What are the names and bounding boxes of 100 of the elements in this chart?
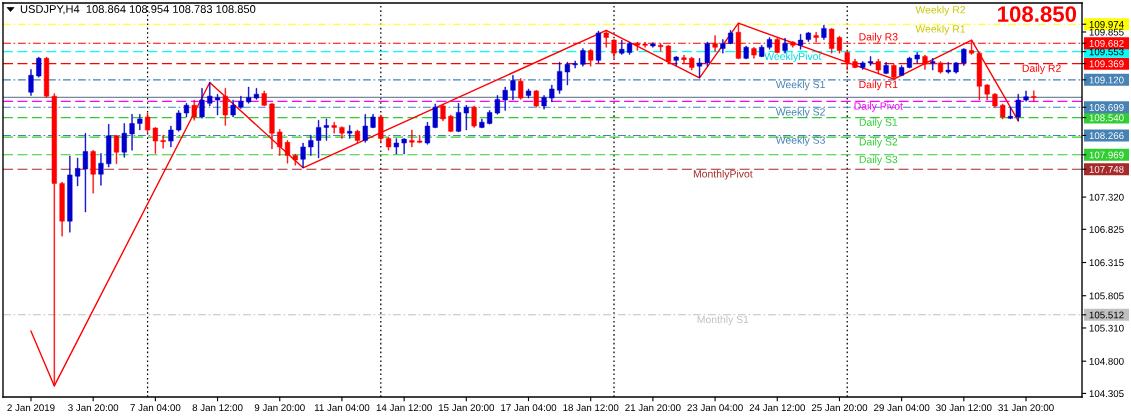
annotation: Daily R1 [859, 80, 898, 91]
candlestick [479, 118, 485, 129]
candlestick [541, 95, 547, 110]
candlestick [113, 134, 120, 165]
candlestick [199, 88, 205, 119]
candlestick [572, 60, 578, 69]
candlestick [860, 61, 866, 70]
candlestick [129, 114, 135, 151]
annotation: Weekly R2 [915, 5, 966, 16]
x-tick-label: 14 Jan 12:00 [376, 404, 432, 412]
y-tick-label: 109.855 [1089, 28, 1124, 36]
ref-line-label: Daily S3 [859, 155, 898, 166]
y-tick-label: 108.540 [1089, 114, 1124, 122]
ref-line-label: Daily Pivot [854, 102, 903, 112]
x-tick-label: 25 Jan 20:00 [811, 404, 868, 412]
candlestick [432, 103, 438, 129]
candlestick [191, 99, 197, 121]
candlestick [106, 123, 112, 168]
candlestick [984, 84, 990, 101]
candlestick [471, 105, 477, 128]
x-tick-label: 9 Jan 20:00 [254, 404, 305, 412]
ref-line-label: Weekly S2 [775, 107, 825, 118]
candlestick [867, 56, 874, 66]
x-tick-label: 3 Jan 20:00 [68, 404, 119, 412]
candlestick [1031, 90, 1037, 103]
candlestick [821, 24, 827, 40]
candlestick [67, 155, 73, 233]
y-tick-label: 109.120 [1089, 76, 1124, 84]
candlestick [945, 62, 951, 74]
y-tick-label: 104.305 [1089, 390, 1124, 398]
x-tick-label: 15 Jan 20:00 [438, 404, 495, 412]
candlestick [440, 103, 446, 122]
y-tick-label: 108.266 [1089, 132, 1124, 140]
ref-line-label: Weekly S3 [775, 136, 825, 146]
candlestick [98, 153, 104, 186]
x-tick-label: 18 Jan 12:00 [563, 404, 619, 412]
candlestick [782, 37, 788, 54]
candlestick [766, 37, 773, 50]
candlestick [914, 52, 920, 64]
candlestick [121, 123, 127, 158]
x-tick-label: 23 Jan 04:00 [687, 404, 743, 412]
candlestick [673, 56, 679, 66]
y-tick-label: 106.825 [1089, 226, 1124, 233]
candlestick [992, 93, 998, 108]
ref-line-label: Daily R2 [1022, 64, 1061, 75]
candlestick [90, 149, 96, 194]
candlestick [308, 134, 314, 156]
x-tick-label: 31 Jan 20:00 [998, 404, 1054, 412]
x-tick-label: 29 Jan 04:00 [874, 404, 930, 412]
y-tick-label: 105.512 [1089, 311, 1124, 319]
candlestick [222, 88, 228, 126]
candlestick [743, 45, 749, 60]
candlestick [230, 99, 236, 118]
y-tick-label: 106.315 [1089, 259, 1124, 267]
candlestick [339, 126, 345, 139]
candlestick [417, 135, 423, 144]
candlestick [883, 62, 889, 75]
candlestick [59, 181, 65, 237]
x-tick-label: 17 Jan 04:00 [501, 404, 557, 412]
y-tick-label: 107.320 [1089, 193, 1124, 201]
x-tick-label: 7 Jan 04:00 [130, 404, 181, 412]
ref-line-label: Daily R3 [859, 32, 898, 43]
candlestick [393, 138, 399, 155]
x-tick-label: 11 Jan 04:00 [314, 404, 370, 412]
candlestick [401, 138, 407, 155]
candlestick [595, 30, 602, 64]
candlestick [502, 86, 508, 111]
candlestick [953, 62, 959, 74]
x-tick-label: 2 Jan 2019 [7, 404, 55, 412]
candlestick [354, 129, 361, 144]
candlestick [518, 78, 524, 100]
candlestick [277, 129, 283, 156]
y-tick-label: 109.682 [1089, 39, 1124, 47]
y-tick-label: 107.969 [1089, 151, 1124, 159]
ref-line-label: WeeklyPivot [764, 52, 822, 63]
ref-line-label: Weekly S1 [775, 80, 825, 91]
candlestick [347, 125, 353, 139]
x-tick-label: 24 Jan 12:00 [749, 404, 805, 412]
candlestick [930, 58, 936, 71]
candlestick [549, 84, 555, 103]
candlestick [525, 88, 532, 99]
candlestick [759, 45, 765, 58]
y-tick-label: 105.805 [1089, 292, 1124, 300]
x-tick-label: 21 Jan 20:00 [625, 404, 681, 412]
candlestick [751, 47, 757, 59]
chart-title: USDJPY,H4 108.864 108.954 108.783 108.850 [20, 5, 256, 15]
candlestick [370, 114, 376, 129]
ref-line-label: MonthlyPivot [693, 169, 753, 180]
candlestick [168, 125, 174, 148]
candlestick [137, 114, 143, 131]
y-tick-label: 104.800 [1089, 357, 1124, 365]
candlestick [619, 39, 625, 55]
candlestick [362, 114, 368, 143]
candlestick [1015, 93, 1021, 122]
candlestick [720, 39, 726, 54]
y-tick-label: 109.369 [1089, 60, 1124, 68]
x-tick-label: 30 Jan 12:00 [936, 404, 992, 412]
candlestick [36, 56, 42, 78]
candlestick [580, 48, 586, 67]
y-tick-label: 109.974 [1089, 20, 1124, 28]
